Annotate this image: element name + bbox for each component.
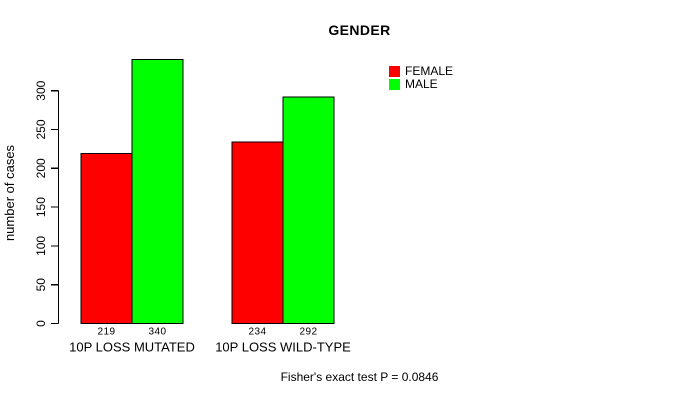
bar-female-group1 xyxy=(80,153,133,324)
chart-title: GENDER xyxy=(328,22,391,38)
y-axis-label: number of cases xyxy=(2,144,17,241)
footer-annotation: Fisher's exact test P = 0.0846 xyxy=(280,370,439,384)
bar-value-label: 340 xyxy=(149,327,167,338)
bar-value-label: 219 xyxy=(98,327,116,338)
legend-swatch-female xyxy=(389,66,400,77)
legend-swatch-male xyxy=(389,79,400,90)
y-axis-tick-label: 0 xyxy=(34,320,48,327)
legend-label: MALE xyxy=(405,77,438,91)
y-axis-tick-label: 200 xyxy=(34,158,48,178)
y-axis-tick-label: 250 xyxy=(34,119,48,139)
bar-value-label: 234 xyxy=(249,327,267,338)
y-axis-tick-label: 150 xyxy=(34,197,48,217)
y-axis-tick-label: 300 xyxy=(34,80,48,100)
bar-male-group1 xyxy=(131,59,184,324)
bar-male-group2 xyxy=(282,96,335,324)
legend-item-female: FEMALE xyxy=(389,65,453,78)
category-label: 10P LOSS WILD-TYPE xyxy=(215,340,351,355)
y-axis-tick-label: 100 xyxy=(34,236,48,256)
bar-female-group2 xyxy=(231,141,284,324)
bar-value-label: 292 xyxy=(300,327,318,338)
legend: FEMALE MALE xyxy=(389,65,453,91)
legend-item-male: MALE xyxy=(389,78,453,91)
legend-label: FEMALE xyxy=(405,64,454,78)
category-label: 10P LOSS MUTATED xyxy=(69,340,195,355)
y-axis-tick-label: 50 xyxy=(34,278,48,292)
